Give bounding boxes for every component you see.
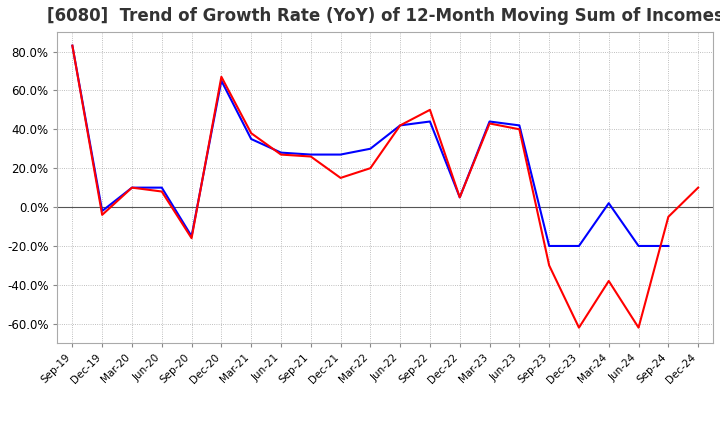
- Ordinary Income Growth Rate: [664, 243, 672, 249]
- Net Income Growth Rate: [485, 121, 494, 126]
- Line: Net Income Growth Rate: Net Income Growth Rate: [73, 46, 698, 328]
- Ordinary Income Growth Rate: [485, 119, 494, 124]
- Ordinary Income Growth Rate: [98, 208, 107, 213]
- Ordinary Income Growth Rate: [456, 195, 464, 200]
- Net Income Growth Rate: [336, 175, 345, 180]
- Ordinary Income Growth Rate: [158, 185, 166, 190]
- Title: [6080]  Trend of Growth Rate (YoY) of 12-Month Moving Sum of Incomes: [6080] Trend of Growth Rate (YoY) of 12-…: [47, 7, 720, 25]
- Ordinary Income Growth Rate: [217, 78, 225, 83]
- Ordinary Income Growth Rate: [276, 150, 285, 155]
- Ordinary Income Growth Rate: [366, 146, 374, 151]
- Net Income Growth Rate: [307, 154, 315, 159]
- Net Income Growth Rate: [366, 165, 374, 171]
- Net Income Growth Rate: [68, 43, 77, 48]
- Net Income Growth Rate: [98, 212, 107, 217]
- Net Income Growth Rate: [575, 325, 583, 330]
- Net Income Growth Rate: [426, 107, 434, 113]
- Ordinary Income Growth Rate: [426, 119, 434, 124]
- Net Income Growth Rate: [515, 127, 523, 132]
- Ordinary Income Growth Rate: [545, 243, 554, 249]
- Net Income Growth Rate: [247, 131, 256, 136]
- Ordinary Income Growth Rate: [515, 123, 523, 128]
- Ordinary Income Growth Rate: [307, 152, 315, 157]
- Ordinary Income Growth Rate: [604, 201, 613, 206]
- Net Income Growth Rate: [158, 189, 166, 194]
- Net Income Growth Rate: [664, 214, 672, 220]
- Net Income Growth Rate: [634, 325, 643, 330]
- Ordinary Income Growth Rate: [68, 43, 77, 48]
- Net Income Growth Rate: [545, 263, 554, 268]
- Ordinary Income Growth Rate: [247, 136, 256, 142]
- Net Income Growth Rate: [396, 123, 405, 128]
- Net Income Growth Rate: [187, 235, 196, 241]
- Ordinary Income Growth Rate: [187, 234, 196, 239]
- Net Income Growth Rate: [127, 185, 136, 190]
- Ordinary Income Growth Rate: [396, 123, 405, 128]
- Ordinary Income Growth Rate: [575, 243, 583, 249]
- Net Income Growth Rate: [694, 185, 703, 190]
- Ordinary Income Growth Rate: [634, 243, 643, 249]
- Net Income Growth Rate: [217, 74, 225, 80]
- Ordinary Income Growth Rate: [127, 185, 136, 190]
- Net Income Growth Rate: [604, 279, 613, 284]
- Line: Ordinary Income Growth Rate: Ordinary Income Growth Rate: [73, 46, 668, 246]
- Ordinary Income Growth Rate: [336, 152, 345, 157]
- Net Income Growth Rate: [456, 195, 464, 200]
- Legend: Ordinary Income Growth Rate, Net Income Growth Rate: Ordinary Income Growth Rate, Net Income …: [156, 436, 614, 440]
- Net Income Growth Rate: [276, 152, 285, 157]
